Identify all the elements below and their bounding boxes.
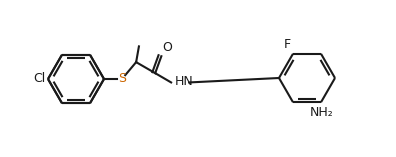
Text: O: O [162,41,172,54]
Text: NH₂: NH₂ [310,106,334,119]
Text: S: S [118,73,126,86]
Text: Cl: Cl [33,73,45,86]
Text: HN: HN [175,75,194,88]
Text: F: F [284,38,291,51]
